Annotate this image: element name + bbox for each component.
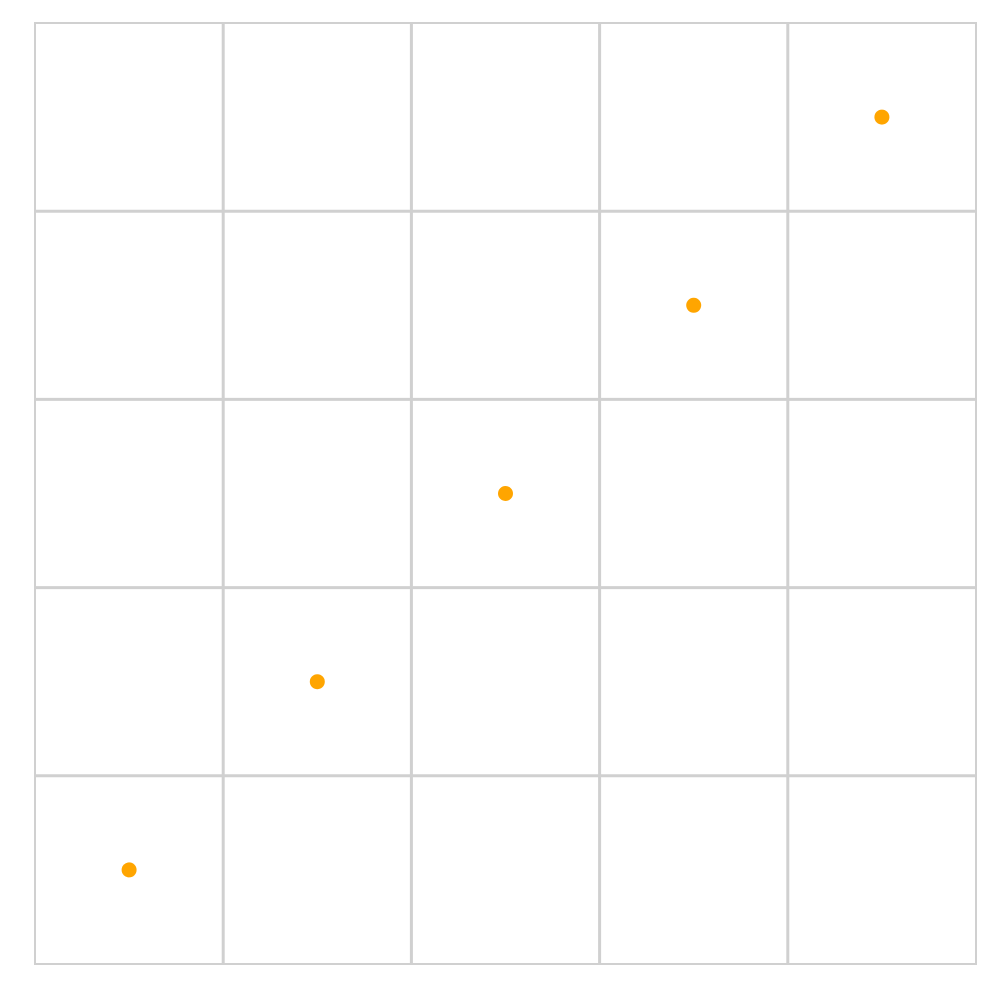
data-point <box>309 674 325 690</box>
data-point <box>874 109 890 125</box>
plot-frame <box>34 22 977 965</box>
data-points <box>121 109 890 878</box>
grid <box>34 22 977 965</box>
data-point <box>121 862 137 878</box>
data-point <box>686 297 702 313</box>
data-point <box>498 486 513 501</box>
